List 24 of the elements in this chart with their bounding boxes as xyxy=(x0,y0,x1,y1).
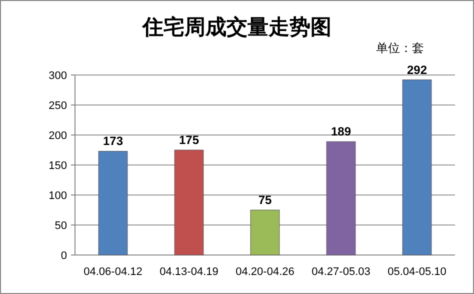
y-tick-label: 250 xyxy=(48,100,67,112)
y-tick-label: 300 xyxy=(48,70,67,82)
y-tick-label: 0 xyxy=(60,250,67,262)
data-label: 189 xyxy=(330,124,352,139)
chart-title: 住宅周成交量走势图 xyxy=(142,14,332,39)
x-tick-label: 05.04-05.10 xyxy=(388,266,446,278)
data-label: 173 xyxy=(102,134,124,148)
data-label: 292 xyxy=(406,62,428,77)
x-tick-label: 04.20-04.26 xyxy=(236,266,294,278)
bar xyxy=(98,150,128,256)
bar xyxy=(326,141,356,256)
x-tick-label: 04.27-05.03 xyxy=(312,266,370,278)
x-tick-label: 04.13-04.19 xyxy=(160,266,218,278)
x-tick-label: 04.06-04.12 xyxy=(84,266,142,278)
y-tick-label: 200 xyxy=(48,130,67,142)
bar xyxy=(402,80,432,256)
y-tick-label: 50 xyxy=(54,220,67,232)
y-tick-label: 150 xyxy=(48,160,67,172)
bar xyxy=(250,210,280,256)
bar xyxy=(174,150,204,256)
y-tick-label: 100 xyxy=(48,190,67,202)
text: 单位：套 xyxy=(376,41,424,55)
data-label: 175 xyxy=(178,133,200,147)
data-label: 75 xyxy=(258,193,272,207)
